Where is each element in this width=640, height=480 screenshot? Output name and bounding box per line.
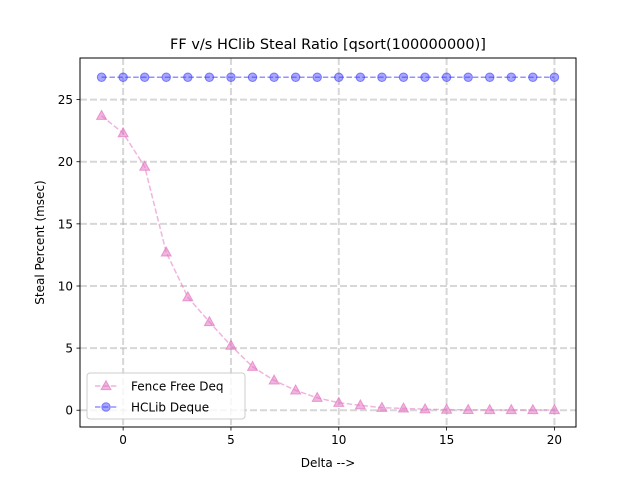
data-point bbox=[354, 398, 367, 410]
data-point bbox=[332, 396, 345, 407]
x-tick-label: 0 bbox=[119, 433, 127, 447]
data-point bbox=[183, 72, 193, 82]
data-point bbox=[268, 374, 280, 385]
data-point bbox=[505, 403, 518, 415]
data-point bbox=[247, 72, 258, 82]
data-point bbox=[289, 384, 302, 395]
y-tick-label: 10 bbox=[58, 279, 73, 293]
data-point bbox=[139, 72, 150, 82]
data-point bbox=[440, 403, 453, 414]
data-point bbox=[355, 72, 366, 82]
chart-title: FF v/s HClib Steal Ratio [qsort(10000000… bbox=[170, 37, 486, 53]
data-point bbox=[95, 109, 108, 120]
data-point bbox=[441, 72, 452, 82]
data-point bbox=[138, 160, 151, 171]
data-point bbox=[485, 72, 495, 82]
legend: Fence Free Deq HCLib Deque bbox=[86, 372, 246, 420]
y-tick-label: 0 bbox=[65, 404, 73, 418]
legend-label: Fence Free Deq bbox=[131, 380, 224, 394]
data-point bbox=[225, 339, 237, 350]
data-point bbox=[290, 72, 301, 82]
data-point bbox=[311, 391, 324, 402]
grid bbox=[80, 58, 576, 427]
legend-item: Fence Free Deq bbox=[95, 380, 224, 394]
series-fence-free-deq bbox=[95, 109, 561, 415]
data-point bbox=[226, 72, 236, 82]
legend-marker bbox=[101, 402, 111, 412]
legend-item: HCLib Deque bbox=[95, 401, 209, 415]
data-point bbox=[397, 402, 410, 413]
data-point bbox=[419, 402, 431, 414]
y-tick-label: 15 bbox=[58, 217, 73, 231]
plot-frame bbox=[79, 57, 577, 428]
data-point bbox=[528, 72, 538, 82]
y-axis-label: Steal Percent (msec) bbox=[33, 180, 47, 304]
data-point bbox=[548, 403, 561, 415]
legend-box bbox=[86, 372, 246, 420]
data-point bbox=[462, 403, 474, 414]
data-point bbox=[527, 403, 539, 415]
data-point bbox=[246, 360, 259, 371]
data-point bbox=[312, 72, 322, 82]
x-tick-label: 20 bbox=[547, 433, 562, 447]
x-tick-label: 10 bbox=[331, 433, 346, 447]
y-tick-label: 25 bbox=[58, 93, 73, 107]
data-point bbox=[549, 72, 560, 82]
data-point bbox=[398, 72, 409, 82]
ticks: 0 5 10 15 20 0 5 10 15 20 25 bbox=[58, 93, 562, 447]
data-point bbox=[334, 72, 344, 82]
y-tick-label: 5 bbox=[65, 342, 73, 356]
data-point bbox=[269, 72, 279, 82]
data-point bbox=[160, 246, 173, 257]
series-line bbox=[101, 115, 555, 411]
legend-label: HCLib Deque bbox=[131, 401, 209, 415]
data-point bbox=[96, 72, 107, 82]
data-point bbox=[203, 315, 216, 327]
x-axis-label: Delta --> bbox=[301, 456, 356, 470]
x-tick-label: 15 bbox=[439, 433, 454, 447]
data-point bbox=[377, 72, 387, 82]
data-point bbox=[506, 72, 517, 82]
data-point bbox=[463, 72, 473, 82]
data-point bbox=[204, 72, 215, 82]
y-tick-label: 20 bbox=[58, 155, 73, 169]
data-point bbox=[161, 72, 171, 82]
legend-marker bbox=[100, 379, 112, 391]
series-hclib-deque bbox=[96, 72, 560, 82]
x-tick-label: 5 bbox=[227, 433, 235, 447]
data-point bbox=[376, 401, 388, 412]
data-point bbox=[182, 290, 194, 302]
data-point bbox=[420, 72, 430, 82]
series-layer bbox=[95, 72, 561, 415]
data-point bbox=[483, 403, 496, 415]
data-point bbox=[118, 72, 128, 82]
data-point bbox=[117, 126, 129, 138]
